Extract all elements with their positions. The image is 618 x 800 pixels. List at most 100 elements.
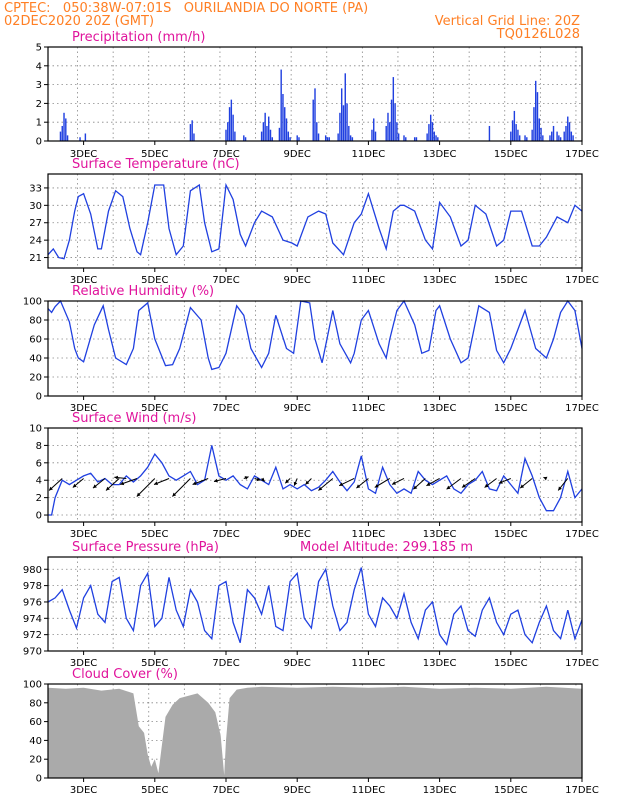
precip-bar: [61, 125, 63, 141]
header-run-time: 02DEC2020 20Z (GMT): [4, 14, 154, 29]
x-tick-label: 13DEC: [423, 149, 457, 160]
precip-bar: [517, 129, 519, 141]
y-tick-label: 80: [29, 698, 42, 709]
precip-bar: [344, 73, 346, 141]
wind-arrow-head: [498, 480, 503, 484]
precip-bar: [65, 118, 67, 141]
precip-bar: [413, 137, 416, 141]
precip-bar: [428, 124, 430, 141]
wind-arrow-head: [154, 481, 158, 485]
x-tick-label: 9DEC: [284, 403, 311, 414]
x-tick-label: 3DEC: [70, 785, 97, 796]
wind-arrow-head: [72, 483, 77, 488]
x-tick-label: 9DEC: [284, 275, 311, 286]
wind-arrow: [172, 478, 191, 497]
x-tick-label: 5DEC: [141, 149, 168, 160]
precip-bar: [433, 131, 435, 141]
x-tick-label: 9DEC: [284, 785, 311, 796]
x-tick-label: 7DEC: [212, 529, 239, 540]
precip-bar: [271, 137, 273, 141]
x-tick-label: 17DEC: [565, 529, 599, 540]
header-model-code: TQ0126L028: [496, 27, 580, 42]
header-grid-line: Vertical Grid Line: 20Z: [435, 14, 580, 29]
wind-arrow-head: [558, 486, 562, 491]
precip-bar: [314, 88, 316, 141]
wind-arrow-head: [106, 486, 110, 491]
precip-bar: [66, 135, 69, 141]
precip-bar: [328, 137, 330, 141]
series-line: [47, 299, 583, 371]
wind-arrow-head: [318, 486, 323, 491]
precip-bar: [317, 133, 320, 141]
x-tick-label: 11DEC: [352, 785, 386, 796]
precip-bar: [243, 135, 245, 141]
y-tick-label: 972: [23, 630, 42, 641]
precip-bar: [426, 133, 428, 141]
precip-bar: [567, 116, 569, 141]
precip-bar: [193, 133, 195, 141]
precip-bar: [558, 135, 560, 141]
wind-arrow: [136, 478, 156, 497]
precip-bar: [526, 137, 528, 141]
y-tick-label: 0: [36, 774, 42, 785]
precip-bar: [342, 105, 345, 141]
wind-arrow-head: [214, 478, 218, 483]
x-tick-label: 3DEC: [70, 149, 97, 160]
x-tick-label: 5DEC: [141, 785, 168, 796]
wind-arrow-head: [192, 481, 197, 485]
x-tick-label: 7DEC: [212, 403, 239, 414]
precip-bar: [316, 122, 318, 141]
precip-bar: [289, 137, 291, 141]
precip-bar: [227, 122, 229, 141]
precip-bar: [79, 137, 81, 141]
x-tick-label: 15DEC: [494, 275, 528, 286]
precip-bar: [285, 118, 288, 141]
precip-bar: [397, 133, 400, 141]
panel-title: Precipitation (mm/h): [72, 30, 205, 45]
x-tick-label: 3DEC: [70, 403, 97, 414]
wind-arrow-head: [484, 483, 489, 488]
precip-bar: [269, 129, 272, 141]
precip-bar: [349, 135, 352, 141]
y-tick-label: 1: [36, 118, 42, 129]
precip-bar: [510, 131, 512, 141]
wind-arrow-head: [256, 477, 261, 482]
x-tick-label: 3DEC: [70, 658, 97, 669]
precip-bar: [278, 127, 281, 141]
precip-bar: [565, 125, 567, 141]
y-tick-label: 8: [36, 441, 42, 452]
panel-title: Surface Wind (m/s): [72, 411, 196, 426]
precip-bar: [387, 112, 389, 141]
wind-arrow-head: [114, 475, 118, 480]
x-tick-label: 13DEC: [423, 785, 457, 796]
y-tick-label: 20: [29, 755, 42, 766]
precip-bar: [189, 124, 192, 141]
panel-frame: [47, 46, 583, 142]
wind-panel: 0 2 4 6 8 10 3DEC 5DEC 7DEC 9DEC 11DEC 13DEC 15DEC 17…: [29, 411, 599, 540]
cloud-panel: 0 20 40 60 80 100 3DEC 5DEC 7DEC 9DEC 11DEC 13DEC 15…: [23, 667, 599, 796]
precip-bar: [268, 116, 270, 141]
precip-bar: [351, 137, 354, 141]
precip-bar: [488, 125, 491, 141]
wind-arrow-head: [520, 484, 525, 489]
panel-title: Surface Pressure (hPa): [72, 540, 219, 555]
y-tick-label: 980: [23, 565, 42, 576]
precip-bar: [287, 131, 290, 141]
precip-bar: [59, 131, 62, 141]
precip-bar: [262, 122, 265, 141]
precip-bar: [348, 125, 350, 141]
x-tick-label: 17DEC: [565, 658, 599, 669]
series-line: [47, 182, 583, 260]
x-tick-label: 15DEC: [494, 529, 528, 540]
x-tick-label: 7DEC: [212, 275, 239, 286]
y-tick-label: 978: [23, 581, 42, 592]
x-tick-label: 3DEC: [70, 275, 97, 286]
x-tick-label: 13DEC: [423, 403, 457, 414]
y-tick-label: 2: [36, 99, 42, 110]
precip-bar: [228, 107, 231, 141]
x-tick-label: 15DEC: [494, 403, 528, 414]
precip-bar: [429, 114, 432, 141]
panel-frame: [47, 683, 583, 779]
precip-bar: [373, 118, 375, 141]
panel-frame: [47, 173, 583, 269]
